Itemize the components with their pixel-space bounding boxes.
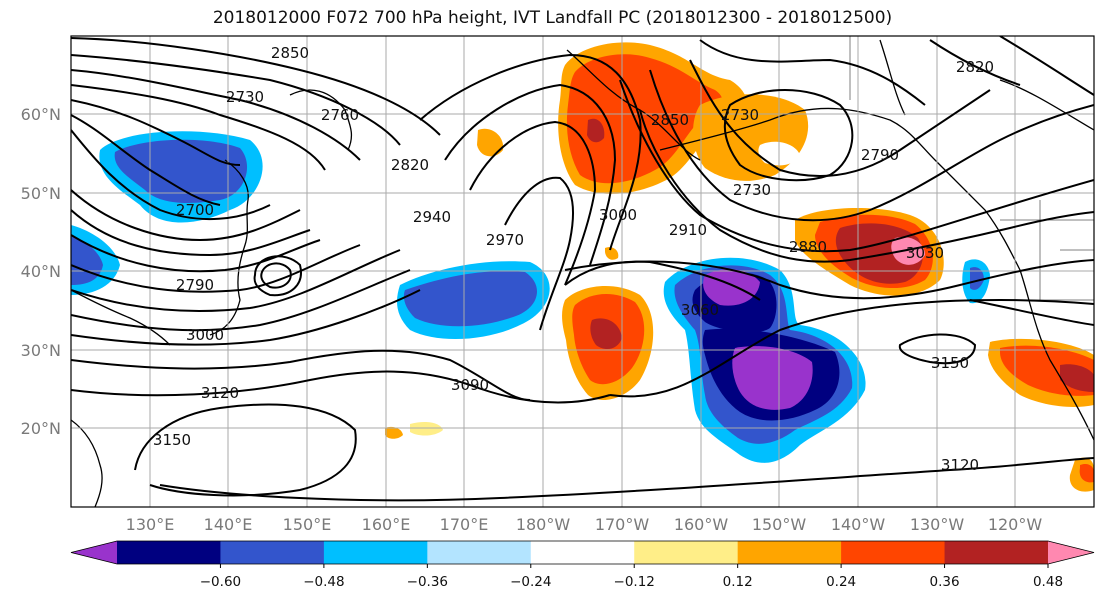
- map-frame: [70, 35, 1095, 508]
- colorbar-extend-low: [71, 541, 117, 564]
- latitude-labels: 60°N 50°N 40°N 30°N 20°N: [21, 105, 61, 438]
- contour-label: 2850: [651, 111, 689, 129]
- lon-tick-label: 150°E: [283, 515, 332, 534]
- lat-tick-label: 50°N: [21, 184, 61, 203]
- colorbar-tick-label: −0.48: [303, 574, 344, 590]
- lon-tick-label: 160°W: [674, 515, 729, 534]
- lon-tick-label: 140°W: [831, 515, 886, 534]
- contour-label: 2790: [176, 276, 214, 294]
- lon-tick-label: 150°W: [752, 515, 807, 534]
- colorbar-bin: [427, 541, 532, 564]
- lon-tick-label: 130°W: [910, 515, 965, 534]
- contour-label: 3000: [186, 326, 224, 344]
- lat-tick-label: 30°N: [21, 341, 61, 360]
- lat-tick-label: 40°N: [21, 262, 61, 281]
- colorbar-bin: [944, 541, 1049, 564]
- colorbar-bin: [841, 541, 946, 564]
- colorbar-bin: [737, 541, 842, 564]
- contour-label: 2730: [721, 106, 759, 124]
- colorbar-tick-label: 0.48: [1033, 574, 1063, 590]
- contour-label: 3150: [153, 431, 191, 449]
- colorbar-bin: [117, 541, 221, 564]
- contour-label: 3150: [931, 354, 969, 372]
- lon-tick-label: 140°E: [204, 515, 253, 534]
- contour-label: 2730: [733, 181, 771, 199]
- contour-label: 2700: [176, 201, 214, 219]
- contour-label: 3090: [451, 376, 489, 394]
- ivt-negative-shading: [71, 131, 990, 463]
- contour-label: 2790: [861, 146, 899, 164]
- colorbar-tick-label: 0.36: [930, 574, 960, 590]
- colorbar-bin: [634, 541, 739, 564]
- colorbar-bin: [530, 541, 635, 564]
- longitude-labels: 130°E 140°E 150°E 160°E 170°E 180°W 170°…: [126, 515, 1043, 534]
- lon-tick-label: 120°W: [988, 515, 1043, 534]
- contour-label: 2850: [271, 44, 309, 62]
- map-title: 2018012000 F072 700 hPa height, IVT Land…: [212, 8, 893, 28]
- lon-tick-label: 170°E: [440, 515, 489, 534]
- lon-tick-label: 170°W: [595, 515, 650, 534]
- contour-label: 3030: [906, 244, 944, 262]
- colorbar-tick-label: −0.24: [510, 574, 551, 590]
- colorbar-outline: [70, 540, 1095, 565]
- lat-lon-grid: [71, 36, 1094, 507]
- colorbar-tick-label: −0.12: [614, 574, 655, 590]
- contour-label: 2970: [486, 231, 524, 249]
- contour-label: 3060: [681, 301, 719, 319]
- map-panel: 2850 2730 2760 2820 2700 2940 2970 3000 …: [71, 36, 1094, 507]
- colorbar-tick-label: −0.60: [200, 574, 241, 590]
- lon-tick-label: 130°E: [126, 515, 175, 534]
- colorbar-tick-label: −0.36: [407, 574, 448, 590]
- contour-label: 3000: [599, 206, 637, 224]
- contour-label: 2730: [226, 88, 264, 106]
- colorbar-bin: [220, 541, 325, 564]
- lat-tick-label: 20°N: [21, 419, 61, 438]
- colorbar-extend-high: [1048, 541, 1094, 564]
- lat-tick-label: 60°N: [21, 105, 61, 124]
- colorbar-tick-label: 0.24: [826, 574, 856, 590]
- contour-label: 2940: [413, 208, 451, 226]
- lon-tick-label: 180°W: [516, 515, 571, 534]
- contour-label: 2880: [789, 238, 827, 256]
- colorbar-tick-label: 0.12: [723, 574, 753, 590]
- lon-tick-label: 160°E: [362, 515, 411, 534]
- contour-label: 3120: [941, 456, 979, 474]
- colorbar: −0.60 −0.48 −0.36 −0.24 −0.12 0.12 0.24 0.36 0.4…: [70, 540, 1095, 590]
- contour-label: 2910: [669, 221, 707, 239]
- contour-label: 2820: [956, 58, 994, 76]
- contour-label: 2820: [391, 156, 429, 174]
- contour-label: 3120: [201, 384, 239, 402]
- colorbar-bin: [323, 541, 428, 564]
- contour-labels: 2850 2730 2760 2820 2700 2940 2970 3000 …: [153, 44, 994, 474]
- height-contours: [71, 36, 1094, 502]
- contour-label: 2760: [321, 106, 359, 124]
